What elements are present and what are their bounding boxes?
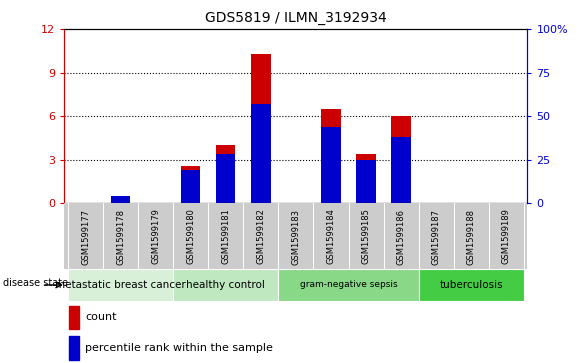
Bar — [216, 155, 236, 203]
Text: GSM1599188: GSM1599188 — [467, 208, 476, 265]
Bar — [216, 145, 236, 203]
Bar — [69, 337, 79, 360]
Text: count: count — [86, 312, 117, 322]
Text: GSM1599177: GSM1599177 — [81, 208, 90, 265]
Text: GSM1599184: GSM1599184 — [326, 208, 336, 264]
Bar — [181, 166, 200, 203]
Text: gram-negative sepsis: gram-negative sepsis — [299, 281, 397, 289]
Bar — [391, 116, 411, 203]
Bar — [321, 109, 340, 203]
Title: GDS5819 / ILMN_3192934: GDS5819 / ILMN_3192934 — [205, 11, 387, 25]
Text: GSM1599189: GSM1599189 — [502, 208, 511, 264]
Bar — [278, 269, 418, 301]
Text: disease state: disease state — [3, 278, 68, 288]
Bar — [251, 104, 271, 203]
Bar — [418, 269, 524, 301]
Text: metastatic breast cancer: metastatic breast cancer — [55, 280, 186, 290]
Text: tuberculosis: tuberculosis — [440, 280, 503, 290]
Bar — [69, 306, 79, 329]
Text: GSM1599183: GSM1599183 — [291, 208, 301, 265]
Bar — [321, 127, 340, 203]
Bar — [181, 170, 200, 203]
Text: GSM1599181: GSM1599181 — [222, 208, 230, 264]
Text: GSM1599187: GSM1599187 — [432, 208, 441, 265]
Text: GSM1599186: GSM1599186 — [397, 208, 406, 265]
Bar — [68, 269, 173, 301]
Text: GSM1599178: GSM1599178 — [116, 208, 125, 265]
Bar — [356, 160, 376, 203]
Bar — [391, 137, 411, 203]
Text: GSM1599180: GSM1599180 — [186, 208, 195, 264]
Text: GSM1599185: GSM1599185 — [362, 208, 370, 264]
Text: GSM1599182: GSM1599182 — [256, 208, 265, 264]
Bar — [173, 269, 278, 301]
Bar — [111, 196, 130, 203]
Text: healthy control: healthy control — [186, 280, 265, 290]
Text: GSM1599179: GSM1599179 — [151, 208, 160, 264]
Text: percentile rank within the sample: percentile rank within the sample — [86, 343, 273, 353]
Bar — [356, 154, 376, 203]
Bar — [251, 54, 271, 203]
